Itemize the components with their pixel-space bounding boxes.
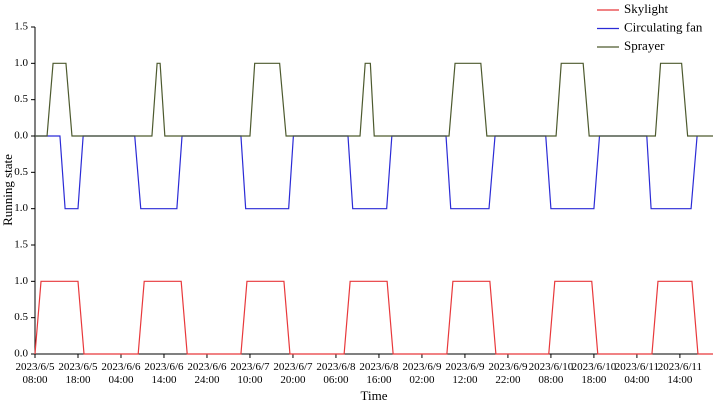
x-tick-label: 2023/6/9 12:00 [445, 361, 485, 386]
x-tick-label: 2023/6/5 08:00 [15, 361, 55, 386]
y-tick-label: 1.5 [14, 239, 28, 251]
y-tick-label: 0.0 [14, 348, 28, 360]
y-tick-label: 1.5 [14, 21, 28, 33]
x-tick-label: 2023/6/7 10:00 [230, 361, 270, 386]
x-tick-label: 2023/6/5 18:00 [58, 361, 98, 386]
legend-label: Skylight [624, 1, 668, 16]
series-line [35, 62, 713, 137]
y-tick-label: 0.5 [14, 311, 28, 323]
x-tick-label: 2023/6/11 04:00 [615, 361, 659, 386]
y-tick-label: 1.0 [14, 202, 28, 214]
series-line [35, 135, 698, 210]
x-tick-label: 2023/6/10 08:00 [529, 361, 574, 386]
x-tick-label: 2023/6/9 02:00 [402, 361, 442, 386]
legend-label: Sprayer [624, 38, 665, 53]
x-tick-label: 2023/6/9 22:00 [488, 361, 528, 386]
x-tick-label: 2023/6/8 16:00 [359, 361, 399, 386]
x-axis-title: Time [361, 388, 388, 403]
x-tick-label: 2023/6/7 20:00 [273, 361, 313, 386]
x-tick-label: 2023/6/11 14:00 [658, 361, 702, 386]
y-tick-label: 1.0 [14, 57, 28, 69]
x-tick-label: 2023/6/8 06:00 [316, 361, 356, 386]
x-tick-label: 2023/6/10 18:00 [572, 361, 617, 386]
x-tick-label: 2023/6/6 14:00 [144, 361, 184, 386]
x-tick-label: 2023/6/6 04:00 [101, 361, 141, 386]
y-tick-label: 0.5 [14, 166, 28, 178]
y-axis-title: Running state [0, 154, 15, 226]
y-tick-label: 1.0 [14, 275, 28, 287]
y-tick-label: 0.0 [14, 130, 28, 142]
legend-label: Circulating fan [624, 19, 703, 34]
x-tick-label: 2023/6/6 24:00 [187, 361, 227, 386]
series-line [34, 280, 713, 355]
y-tick-label: 0.5 [14, 93, 28, 105]
